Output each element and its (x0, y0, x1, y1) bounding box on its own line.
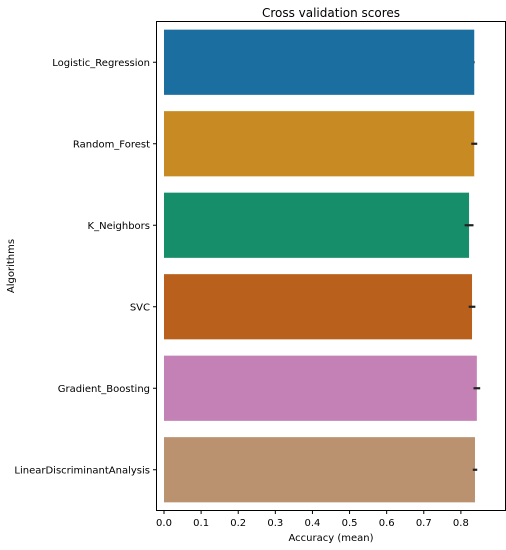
x-tick-label: 0.8 (453, 518, 469, 529)
y-tick-label: Gradient_Boosting (58, 384, 150, 395)
x-tick-label: 0.3 (267, 518, 283, 529)
chart-title: Cross validation scores (262, 6, 400, 20)
bar-random-forest (164, 111, 475, 177)
bar-lineardiscriminantanalysis (164, 437, 475, 503)
x-tick-label: 0.0 (156, 518, 172, 529)
x-tick-label: 0.2 (230, 518, 246, 529)
bar-logistic-regression (164, 29, 475, 95)
bars (164, 29, 477, 503)
x-tick-label: 0.5 (342, 518, 358, 529)
bar-svc (164, 274, 473, 340)
y-axis-label: Algorithms (6, 239, 17, 293)
y-tick-label: Random_Forest (73, 139, 150, 150)
y-tick-label: Logistic_Regression (52, 58, 150, 69)
error-bars (464, 61, 481, 471)
y-tick-label: SVC (130, 302, 150, 313)
x-tick-label: 0.6 (379, 518, 395, 529)
x-tick-label: 0.7 (416, 518, 432, 529)
x-tick-label: 0.4 (304, 518, 320, 529)
x-tick-label: 0.1 (193, 518, 209, 529)
x-axis: 0.0 0.1 0.2 0.3 0.4 0.5 0.6 0.7 0.8 (156, 510, 469, 529)
x-axis-label: Accuracy (mean) (289, 533, 374, 544)
y-tick-label: LinearDiscriminantAnalysis (14, 465, 150, 476)
y-tick-label: K_Neighbors (88, 221, 150, 232)
y-axis: Logistic_Regression Random_Forest K_Neighb… (14, 58, 157, 476)
bar-k-neighbors (164, 192, 470, 258)
bar-gradient-boosting (164, 355, 477, 421)
